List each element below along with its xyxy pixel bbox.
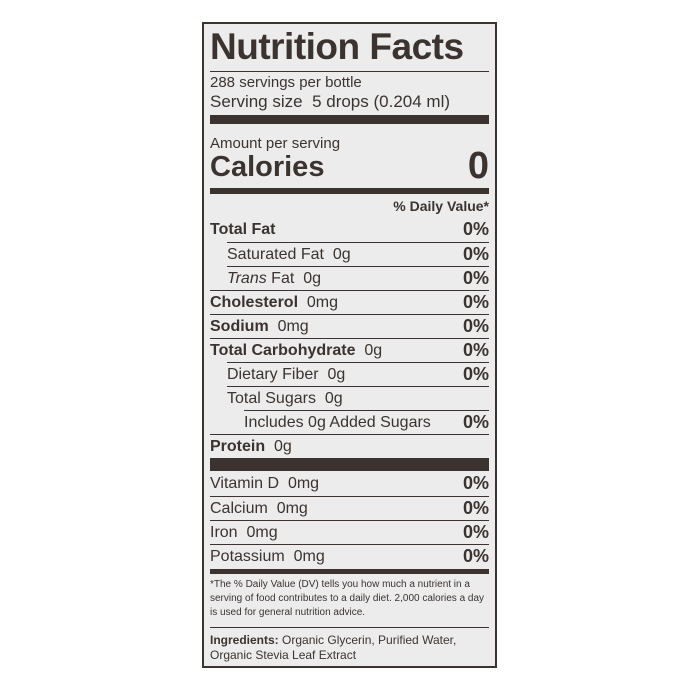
servings: 288 servings per bottle: [210, 74, 362, 91]
amount-per-serving: Amount per serving: [210, 135, 341, 152]
daily-value: 0%: [462, 219, 489, 239]
serving-size-label: Serving size: [210, 92, 303, 111]
nutrient-row: Saturated Fat 0g 0%: [227, 242, 489, 266]
title: Nutrition Facts: [210, 26, 464, 67]
nutrient-amount: 0g: [324, 390, 343, 407]
daily-value: 0%: [462, 316, 489, 336]
nutrient-label: Includes 0g Added Sugars: [244, 414, 431, 431]
nutrient-name: Total Sugars: [227, 390, 316, 407]
serving-size-value: 5 drops (0.204 ml): [312, 92, 451, 111]
nutrient-name: Vitamin D: [210, 475, 280, 492]
daily-value: 0%: [462, 498, 489, 518]
nutrient-label: Saturated Fat 0g: [227, 246, 351, 263]
nutrient-amount: 0g: [332, 246, 351, 263]
nutrient-name: Dietary Fiber: [227, 366, 319, 383]
daily-value: 0%: [462, 546, 489, 566]
nutrient-label: Vitamin D 0mg: [210, 475, 319, 492]
nutrient-amount: 0mg: [277, 318, 309, 335]
daily-value: 0%: [462, 340, 489, 360]
daily-value: 0%: [462, 412, 489, 432]
dv-header: % Daily Value*: [393, 198, 489, 214]
nutrient-name: Includes 0g Added Sugars: [244, 414, 431, 431]
nutrition-label: Nutrition Facts 288 servings per bottle …: [202, 22, 497, 668]
nutrient-row: Total Fat 0%: [210, 218, 489, 242]
nutrient-row: Calcium 0mg 0%: [210, 496, 489, 520]
rule: [210, 71, 489, 72]
nutrient-row: Potassium 0mg 0%: [210, 544, 489, 568]
nutrient-amount: 0g: [274, 438, 292, 455]
nutrient-row: Cholesterol 0mg 0%: [210, 290, 489, 314]
nutrient-label: Dietary Fiber 0g: [227, 366, 345, 383]
calories-value: 0: [467, 145, 489, 187]
thick-rule: [210, 458, 489, 471]
daily-value: 0%: [462, 364, 489, 384]
medium-rule: [210, 569, 489, 574]
nutrient-row: Iron 0mg 0%: [210, 520, 489, 544]
nutrient-row: Sodium 0mg 0%: [210, 314, 489, 338]
nutrient-label: Trans Fat 0g: [227, 270, 321, 287]
thick-rule: [210, 115, 489, 124]
nutrient-amount: 0mg: [276, 500, 308, 517]
nutrient-amount: 0g: [364, 342, 383, 359]
rule: [210, 627, 489, 628]
nutrient-name: Potassium: [210, 548, 285, 565]
nutrient-row: Protein 0g: [210, 434, 489, 458]
daily-value: 0%: [462, 244, 489, 264]
nutrient-label: Calcium 0mg: [210, 500, 308, 517]
nutrient-label: Potassium 0mg: [210, 548, 325, 565]
nutrient-amount: 0g: [303, 270, 321, 287]
nutrient-name: Fat: [271, 270, 295, 287]
nutrient-amount: 0g: [327, 366, 346, 383]
footnote: *The % Daily Value (DV) tells you how mu…: [210, 579, 485, 618]
nutrient-amount: 0mg: [293, 548, 325, 565]
nutrient-label: Protein 0g: [210, 438, 292, 455]
nutrient-name: Total Fat: [210, 221, 276, 238]
nutrient-name: Cholesterol: [210, 294, 299, 311]
nutrient-label: Iron 0mg: [210, 524, 278, 541]
nutrient-row: Trans Fat 0g 0%: [227, 266, 489, 290]
nutrient-row: Includes 0g Added Sugars 0%: [244, 410, 489, 434]
ingredients-label: Ingredients:: [210, 633, 279, 647]
nutrient-name: Saturated Fat: [227, 246, 324, 263]
daily-value: 0%: [462, 292, 489, 312]
nutrient-row: Vitamin D 0mg 0%: [210, 472, 489, 496]
nutrient-row: Total Sugars 0g: [227, 386, 489, 410]
nutrient-amount: 0mg: [306, 294, 339, 311]
ingredients-text: Organic Glycerin, Purified Water, Organi…: [210, 633, 457, 662]
nutrient-italic: Trans: [227, 270, 267, 287]
daily-value: 0%: [462, 268, 489, 288]
nutrient-name: Total Carbohydrate: [210, 342, 356, 359]
nutrient-amount: 0mg: [287, 475, 320, 492]
nutrient-row: Dietary Fiber 0g 0%: [227, 362, 489, 386]
nutrient-label: Total Sugars 0g: [227, 390, 343, 407]
daily-value: 0%: [462, 522, 489, 542]
nutrient-name: Sodium: [210, 318, 269, 335]
nutrient-label: Sodium 0mg: [210, 318, 309, 335]
daily-value: 0%: [462, 473, 489, 493]
calories-label: Calories: [210, 151, 325, 183]
nutrient-label: Total Fat: [210, 221, 275, 238]
nutrient-name: Calcium: [210, 500, 268, 517]
serving-size: Serving size 5 drops (0.204 ml): [210, 92, 450, 112]
nutrient-amount: 0mg: [246, 524, 278, 541]
nutrient-label: Cholesterol 0mg: [210, 294, 338, 311]
medium-rule: [210, 188, 489, 194]
nutrient-row: Total Carbohydrate 0g 0%: [210, 338, 489, 362]
nutrient-label: Total Carbohydrate 0g: [210, 342, 382, 359]
nutrient-name: Iron: [210, 524, 238, 541]
ingredients: Ingredients: Organic Glycerin, Purified …: [210, 633, 489, 663]
nutrient-name: Protein: [210, 438, 266, 455]
